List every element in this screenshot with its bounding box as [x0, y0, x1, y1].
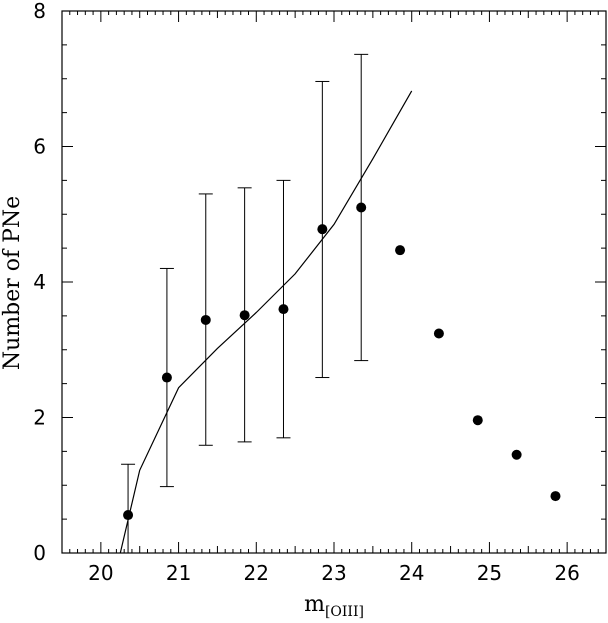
data-point	[472, 415, 483, 426]
data-point	[123, 510, 134, 521]
y-axis-ticks: 0 2 4 6 8	[33, 0, 606, 565]
x-tick-label: 20	[88, 561, 113, 585]
data-point	[395, 245, 406, 256]
y-tick-label: 2	[33, 406, 46, 430]
y-tick-label: 0	[33, 541, 46, 565]
x-tick-label: 22	[244, 561, 269, 585]
data-point	[200, 314, 211, 325]
x-tick-label: 25	[477, 561, 502, 585]
error-bars	[89, 53, 369, 554]
x-tick-label: 24	[399, 561, 424, 585]
x-axis-ticks: 20 21 22 23 24 25 26	[61, 11, 607, 585]
data-point	[317, 224, 328, 235]
x-axis-label: m[OIII]	[304, 592, 364, 620]
data-points	[123, 202, 561, 521]
data-point	[278, 304, 289, 315]
data-point	[433, 328, 444, 339]
data-point	[511, 449, 522, 460]
y-tick-label: 8	[33, 0, 46, 23]
data-point	[356, 202, 367, 213]
y-axis-label: Number of PNe	[0, 196, 25, 370]
model-curve-group	[119, 90, 413, 554]
x-axis-label-sub: [OIII]	[325, 604, 364, 620]
x-tick-label: 23	[321, 561, 346, 585]
x-tick-label: 26	[554, 561, 579, 585]
data-point	[550, 491, 561, 502]
data-point	[239, 310, 250, 321]
plot-frame	[61, 10, 607, 554]
data-point	[161, 372, 172, 383]
y-tick-label: 6	[33, 135, 46, 159]
x-axis-label-main: m	[304, 592, 325, 617]
model-curve	[119, 90, 413, 554]
y-tick-label: 4	[33, 270, 46, 294]
x-tick-label: 21	[166, 561, 191, 585]
